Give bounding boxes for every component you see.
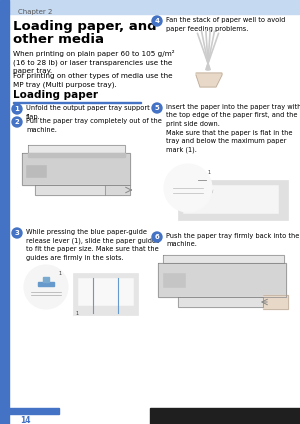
Text: When printing on plain paper 60 to 105 g/m²
(16 to 28 lb) or laser transparencie: When printing on plain paper 60 to 105 g… — [13, 50, 175, 75]
Bar — [163, 273, 185, 287]
Text: While pressing the blue paper-guide
release lever (1), slide the paper guides
to: While pressing the blue paper-guide rele… — [26, 229, 160, 261]
Text: 2: 2 — [15, 119, 20, 125]
Text: Unfold the output paper tray support
flap.: Unfold the output paper tray support fla… — [26, 105, 150, 120]
Text: Fan the stack of paper well to avoid
paper feeding problems.: Fan the stack of paper well to avoid pap… — [166, 17, 285, 31]
Text: Push the paper tray firmly back into the
machine.: Push the paper tray firmly back into the… — [166, 233, 299, 248]
Text: Insert the paper into the paper tray with
the top edge of the paper first, and t: Insert the paper into the paper tray wit… — [166, 104, 300, 153]
Bar — [0, 0, 300, 14]
Text: 1: 1 — [15, 106, 20, 112]
Polygon shape — [263, 295, 288, 309]
Bar — [150, 408, 300, 424]
Circle shape — [24, 265, 68, 309]
Polygon shape — [178, 297, 263, 307]
Circle shape — [12, 104, 22, 114]
Circle shape — [164, 164, 212, 212]
Bar — [178, 180, 288, 220]
Polygon shape — [158, 263, 286, 297]
Bar — [9, 408, 59, 414]
Bar — [78, 278, 133, 305]
Polygon shape — [28, 145, 125, 153]
Text: 5: 5 — [154, 105, 159, 111]
Text: Loading paper, and: Loading paper, and — [13, 20, 157, 33]
Text: 1: 1 — [75, 311, 78, 316]
Polygon shape — [22, 153, 130, 185]
Bar — [0, 0, 9, 424]
Polygon shape — [163, 255, 284, 263]
Bar — [13, 102, 141, 103]
Text: Pull the paper tray completely out of the
machine.: Pull the paper tray completely out of th… — [26, 118, 162, 132]
Text: Loading paper: Loading paper — [13, 90, 98, 100]
Bar — [28, 153, 125, 157]
Bar — [183, 185, 278, 213]
Text: 1: 1 — [58, 271, 61, 276]
Text: 4: 4 — [154, 18, 160, 24]
Text: For printing on other types of media use the
MP tray (Multi purpose tray).: For printing on other types of media use… — [13, 73, 172, 88]
Text: 1: 1 — [207, 170, 210, 175]
Bar — [43, 277, 49, 282]
Polygon shape — [105, 185, 130, 195]
Bar — [26, 165, 46, 177]
Text: 3: 3 — [15, 230, 20, 236]
Text: other media: other media — [13, 33, 104, 46]
Text: 6: 6 — [154, 234, 159, 240]
Circle shape — [12, 228, 22, 238]
Circle shape — [12, 117, 22, 127]
Bar — [73, 273, 138, 315]
Circle shape — [152, 232, 162, 242]
Bar — [38, 282, 54, 286]
Circle shape — [152, 103, 162, 113]
Polygon shape — [35, 185, 105, 195]
Circle shape — [152, 16, 162, 26]
Text: 14: 14 — [20, 416, 31, 424]
Polygon shape — [196, 73, 222, 87]
Text: Chapter 2: Chapter 2 — [18, 9, 52, 15]
